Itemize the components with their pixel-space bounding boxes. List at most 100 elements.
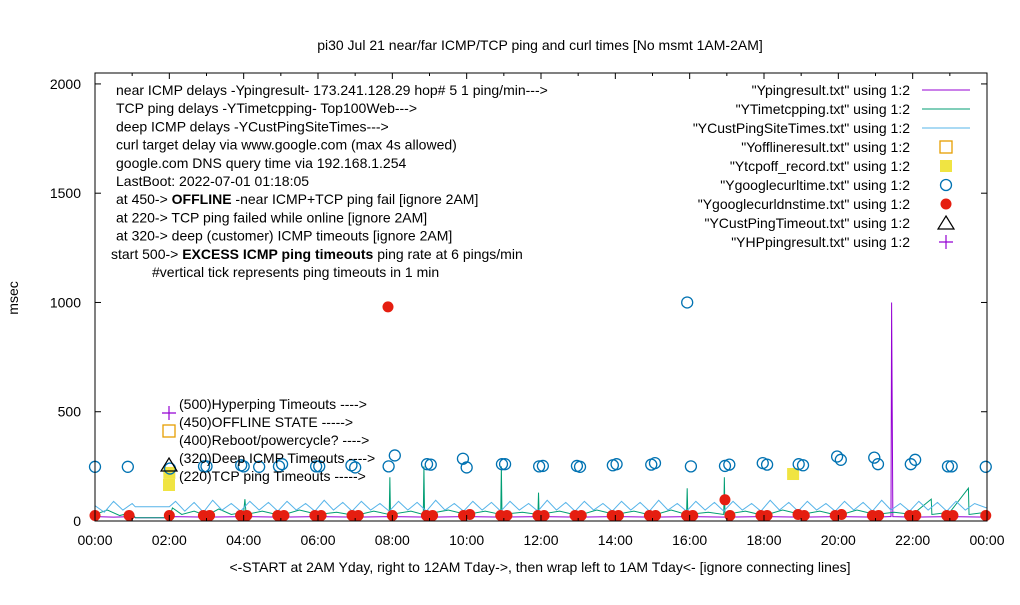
legend-label: "YTimetcpping.txt" using 1:2 [736, 101, 911, 117]
data-point-dns [352, 510, 364, 522]
data-point-curl [237, 460, 250, 473]
data-point-dns [464, 508, 476, 520]
data-point-curl [610, 458, 623, 471]
data-point-curl [796, 459, 810, 472]
data-point-dns [315, 510, 327, 522]
x-tick-label: 08:00 [375, 532, 410, 548]
data-point-curl [272, 460, 286, 473]
data-point-dns [687, 510, 699, 522]
plot-area: 00:00 02:00 04:00 06:00 08:00 10:00 12:00 14:00… [50, 72, 1005, 548]
data-point-curl [723, 458, 736, 471]
marker-key-label: (400)Reboot/powercycle? ----> [179, 432, 369, 448]
annotation-note: at 450-> OFFLINE -near ICMP+TCP ping fai… [116, 191, 478, 207]
series-line-ping [94, 302, 987, 519]
legend-label: "Ygooglecurldnstime.txt" using 1:2 [698, 196, 910, 212]
y-axis-label: msec [5, 281, 21, 314]
annotation-note-pre: at 450-> [116, 191, 172, 207]
data-point-curl [871, 458, 885, 471]
data-point-dns [501, 510, 513, 522]
annotation-note: at 220-> TCP ping failed while online [i… [116, 209, 427, 225]
x-tick-label: 14:00 [598, 532, 633, 548]
annotation-note: near ICMP delays -Ypingresult- 173.241.1… [116, 82, 548, 98]
annotation-note-post: -near ICMP+TCP ping fail [ignore 2AM] [232, 191, 479, 207]
annotation-note: at 320-> deep (customer) ICMP timeouts [… [116, 228, 452, 244]
marker-key-symbol-filled-square [163, 479, 175, 491]
data-point-dns [241, 510, 253, 522]
chart-title: pi30 Jul 21 near/far ICMP/TCP ping and c… [317, 37, 763, 53]
data-point-dns [910, 510, 922, 522]
data-point-dns [382, 301, 394, 313]
data-point-curl [388, 449, 401, 462]
marker-key-label: (500)Hyperping Timeouts ----> [179, 396, 367, 412]
legend-swatch-tcpoff [940, 160, 952, 172]
legend-label: "YCustPingSiteTimes.txt" using 1:2 [693, 120, 910, 136]
data-point-curl [573, 460, 587, 473]
y-tick-label: 2000 [50, 76, 81, 92]
data-point-curl [309, 460, 323, 473]
x-tick-label: 20:00 [821, 532, 856, 548]
x-tick-label: 10:00 [449, 532, 484, 548]
series-line-cust [94, 499, 987, 514]
data-point-curl [200, 460, 213, 473]
data-point-curl [460, 461, 473, 474]
data-point-dns [719, 494, 731, 506]
marker-key-symbol-triangle [159, 456, 179, 472]
y-tick-label: 1500 [50, 185, 81, 201]
x-tick-label: 02:00 [152, 532, 187, 548]
data-point-tcpoff [787, 468, 800, 481]
legend-label: "Ygooglecurltime.txt" using 1:2 [720, 177, 910, 193]
legend-label: "Ypingresult.txt" using 1:2 [752, 82, 911, 98]
legend-swatch-custto [936, 214, 956, 230]
data-point-dns [123, 510, 135, 522]
annotation-note: curl target delay via www.google.com (ma… [116, 137, 457, 153]
annotation-note-bold: OFFLINE [172, 191, 232, 207]
data-point-dns [650, 510, 662, 522]
y-tick-label: 500 [58, 404, 82, 420]
data-point-curl [495, 458, 509, 471]
data-point-curl [424, 458, 437, 471]
data-point-curl [532, 460, 546, 473]
marker-key-label: (320)Deep ICMP Timeouts ----> [179, 450, 375, 466]
data-point-curl [648, 456, 662, 470]
data-point-curl [941, 460, 955, 473]
data-point-curl [681, 296, 694, 309]
legend-label: "Ytcpoff_record.txt" using 1:2 [730, 158, 910, 174]
data-point-curl [830, 450, 844, 463]
data-point-dns [761, 510, 773, 522]
marker-key-label: (220)TCP ping Timeouts -----> [179, 468, 366, 484]
x-tick-label: 00:00 [77, 532, 112, 548]
data-point-curl [121, 460, 134, 473]
y-tick-label: 0 [73, 513, 81, 529]
data-point-curl [792, 458, 805, 471]
legend-swatch-curl [939, 178, 953, 192]
data-point-tcpoff [163, 466, 176, 479]
legend-label: "YCustPingTimeout.txt" using 1:2 [704, 215, 910, 231]
data-point-dns [278, 510, 290, 522]
data-point-dns [947, 510, 959, 522]
annotation-note: start 500-> EXCESS ICMP ping timeouts pi… [111, 246, 523, 262]
data-point-curl [313, 460, 326, 473]
data-point-curl [420, 458, 434, 471]
data-point-curl [908, 453, 922, 466]
x-tick-label: 12:00 [523, 532, 558, 548]
data-point-curl [253, 460, 266, 473]
x-tick-label: 06:00 [300, 532, 335, 548]
data-point-curl [904, 458, 917, 471]
data-point-dns [204, 510, 216, 522]
x-tick-label: 04:00 [226, 532, 261, 548]
data-point-curl [868, 451, 881, 464]
legend-swatch-dns [940, 198, 952, 210]
data-point-dns [427, 510, 439, 522]
data-point-curl [760, 458, 774, 471]
legend-label: "Yofflineresult.txt" using 1:2 [741, 139, 910, 155]
annotation-note: google.com DNS query time via 192.168.1.… [116, 155, 406, 171]
marker-key-symbol-open-square [162, 424, 176, 438]
data-point-curl [979, 460, 992, 473]
data-point-curl [349, 461, 362, 474]
data-point-curl [275, 458, 289, 471]
x-tick-label: 16:00 [672, 532, 707, 548]
data-point-curl [834, 453, 847, 466]
x-tick-label: 18:00 [746, 532, 781, 548]
annotation-note: #vertical tick represents ping timeouts … [152, 264, 439, 280]
